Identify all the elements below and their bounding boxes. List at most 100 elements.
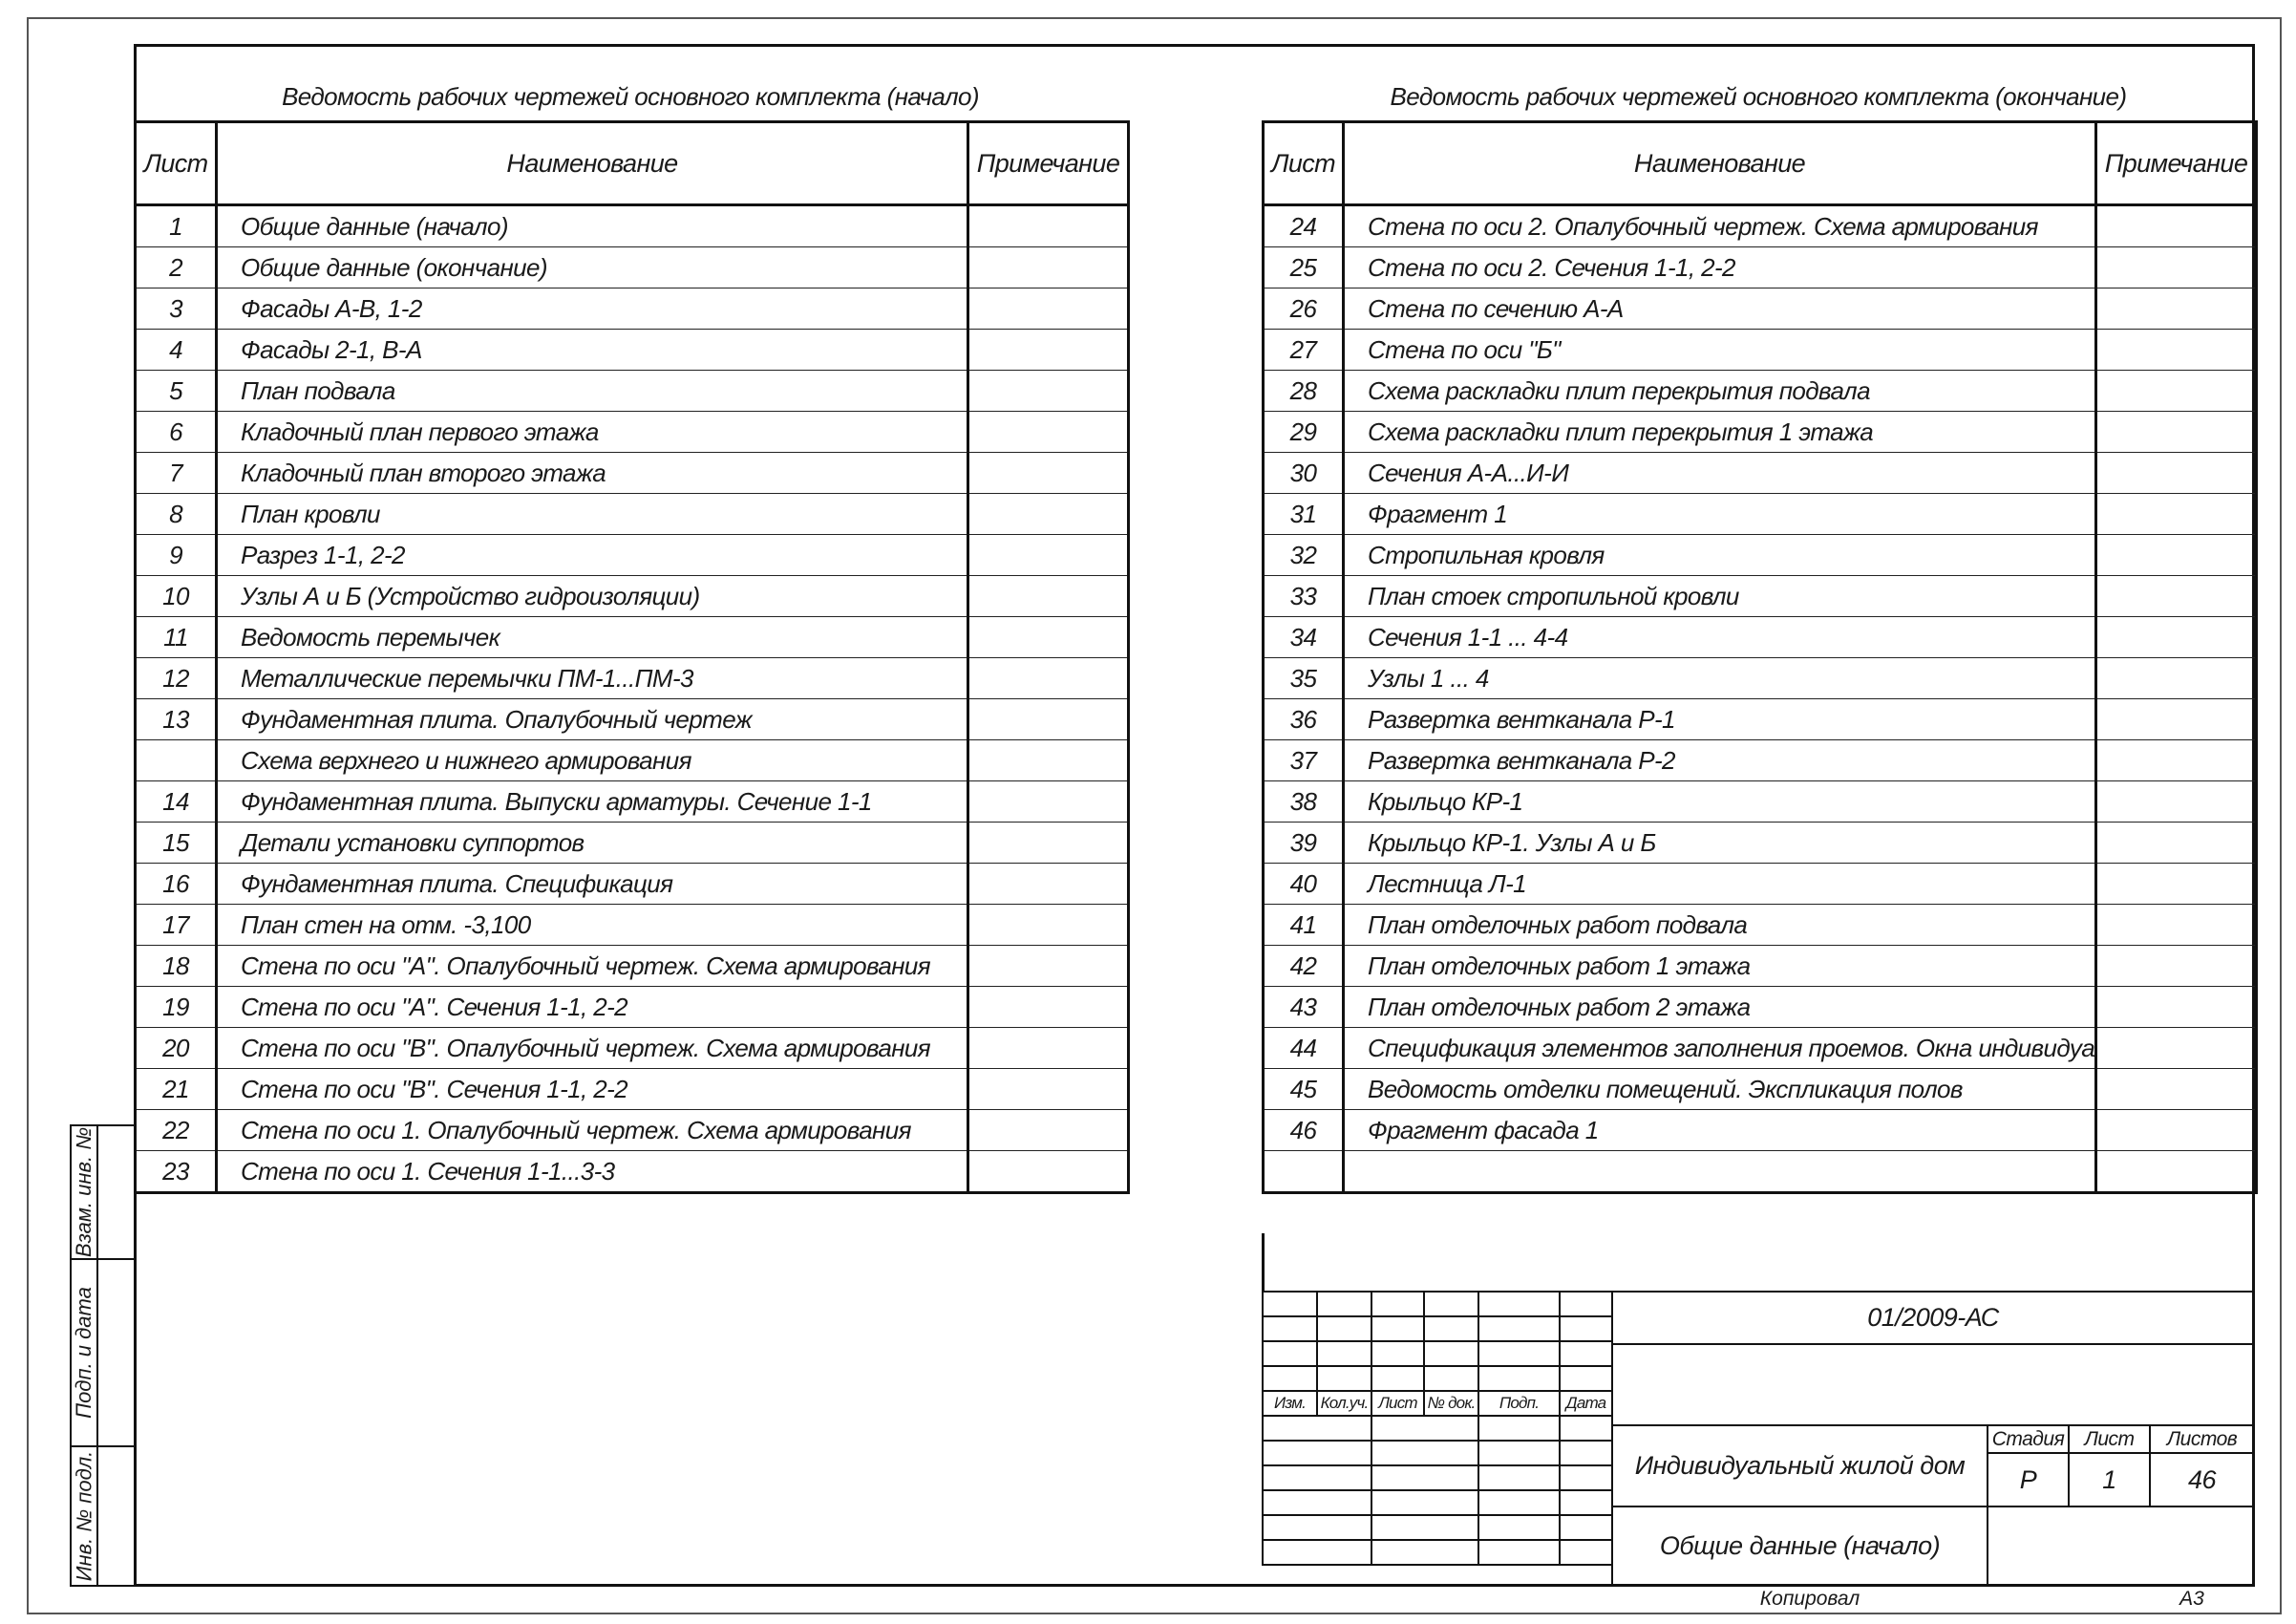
sheet-note (967, 493, 1130, 535)
sheet-number: 45 (1262, 1068, 1345, 1110)
revision-header-row: Изм. Кол.уч. Лист № док. Подп. Дата (1262, 1390, 1613, 1417)
sheet-name: Фундаментная плита. Опалубочный чертеж (216, 698, 968, 740)
right-table-title: Ведомость рабочих чертежей основного ком… (1390, 82, 2128, 111)
sheet-name: Кладочный план первого этажа (216, 411, 968, 453)
sheet-note (2094, 698, 2258, 740)
sheet-name: Стена по оси "А". Сечения 1-1, 2-2 (216, 986, 968, 1028)
table-row: 27 Стена по оси "Б" (1262, 329, 2258, 371)
table-row: 18 Стена по оси "А". Опалубочный чертеж. … (134, 945, 1130, 987)
sheet-note (967, 1068, 1130, 1110)
sheet-name: Кладочный план второго этажа (216, 452, 968, 494)
table-row: 41 План отделочных работ подвала (1262, 904, 2258, 946)
sheet-note (967, 616, 1130, 658)
table-row: 6 Кладочный план первого этажа (134, 411, 1130, 453)
sheet-number: 33 (1262, 575, 1345, 617)
sheet-number: 31 (1262, 493, 1345, 535)
table-row: 5 План подвала (134, 370, 1130, 412)
table-row: 46 Фрагмент фасада 1 (1262, 1109, 2258, 1151)
sheet-name: Стена по сечению А-А (1343, 288, 2096, 330)
empty-field (1611, 1343, 2255, 1426)
sheet-number: 42 (1262, 945, 1345, 987)
sheet-number: 5 (134, 370, 218, 412)
sheet-note (967, 204, 1130, 247)
table-row: 22 Стена по оси 1. Опалубочный чертеж. Сх… (134, 1109, 1130, 1151)
table-row: 23 Стена по оси 1. Сечения 1-1...3-3 (134, 1150, 1130, 1194)
sheet-note (967, 1027, 1130, 1069)
side-stamp-field (96, 1258, 137, 1447)
sheet-number: 38 (1262, 780, 1345, 823)
right-drawings-table: Лист Наименование Примечание 24 Стена по … (1262, 120, 2258, 1194)
table-row: 12 Металлические перемычки ПМ-1...ПМ-3 (134, 657, 1130, 699)
sheet-number: 10 (134, 575, 218, 617)
sheets-value: 46 (2149, 1452, 2255, 1507)
table-row: 17 План стен на отм. -3,100 (134, 904, 1130, 946)
sheet-name: Крыльцо КР-1 (1343, 780, 2096, 823)
sheet-number: 1 (134, 204, 218, 247)
sheet-number: 2 (134, 246, 218, 288)
sheet-note (967, 904, 1130, 946)
stage-value: Р (1987, 1452, 2070, 1507)
table-row: 9 Разрез 1-1, 2-2 (134, 534, 1130, 576)
empty-field (1987, 1506, 2255, 1587)
header-name: Наименование (215, 120, 969, 206)
sheet-name: Фрагмент 1 (1343, 493, 2096, 535)
table-row: 20 Стена по оси "В". Опалубочный чертеж. … (134, 1027, 1130, 1069)
table-row: 19 Стена по оси "А". Сечения 1-1, 2-2 (134, 986, 1130, 1028)
sheet-number: 17 (134, 904, 218, 946)
table-row: 34 Сечения 1-1 ... 4-4 (1262, 616, 2258, 658)
table-row: 30 Сечения А-А...И-И (1262, 452, 2258, 494)
replaced-inventory-label: Взам. инв. № (72, 1126, 96, 1258)
sheet-number: 27 (1262, 329, 1345, 371)
sheet-name: Ведомость перемычек (216, 616, 968, 658)
sheet-note (2094, 1068, 2258, 1110)
sheet-number: 41 (1262, 904, 1345, 946)
sheet-name: Стена по оси 1. Сечения 1-1...3-3 (216, 1150, 968, 1194)
sheet-name: Стена по оси 1. Опалубочный чертеж. Схем… (216, 1109, 968, 1151)
sheet-name: Общие данные (окончание) (216, 246, 968, 288)
sheet-number: 46 (1262, 1109, 1345, 1151)
sheet-outer-border (27, 17, 2282, 1614)
sheet-name: Стена по оси "А". Опалубочный чертеж. Сх… (216, 945, 968, 987)
table-row: 24 Стена по оси 2. Опалубочный чертеж. Сх… (1262, 204, 2258, 247)
sheet-name: План кровли (216, 493, 968, 535)
sheet-name: Спецификация элементов заполнения проемо… (1343, 1027, 2096, 1069)
rev-header-doc: № док. (1423, 1390, 1479, 1417)
project-name: Индивидуальный жилой дом (1611, 1424, 1988, 1507)
table-row: 39 Крыльцо КР-1. Узлы А и Б (1262, 822, 2258, 864)
sheet-number: 8 (134, 493, 218, 535)
sheet-number: 11 (134, 616, 218, 658)
sheet-name: Общие данные (начало) (216, 204, 968, 247)
sheet-number: 25 (1262, 246, 1345, 288)
sheet-name: Стропильная кровля (1343, 534, 2096, 576)
table-row: 13 Фундаментная плита. Опалубочный чертеж (134, 698, 1130, 740)
sheet-name: Схема верхнего и нижнего армирования (216, 739, 968, 781)
sheet-name: Развертка вентканала Р-2 (1343, 739, 2096, 781)
signature-date-label: Подп. и дата (72, 1287, 96, 1419)
table-row: 38 Крыльцо КР-1 (1262, 780, 2258, 823)
sheet-note (967, 246, 1130, 288)
sheet-number: 20 (134, 1027, 218, 1069)
table-row: 31 Фрагмент 1 (1262, 493, 2258, 535)
sheet-note (2094, 904, 2258, 946)
original-inventory-label: Инв. № подл. (72, 1450, 96, 1582)
table-row: 32 Стропильная кровля (1262, 534, 2258, 576)
table-row: 4 Фасады 2-1, В-А (134, 329, 1130, 371)
table-row: 15 Детали установки суппортов (134, 822, 1130, 864)
table-row: 25 Стена по оси 2. Сечения 1-1, 2-2 (1262, 246, 2258, 288)
sheet-note (967, 1109, 1130, 1151)
sheet-name: Фасады 2-1, В-А (216, 329, 968, 371)
sheet-name: План стен на отм. -3,100 (216, 904, 968, 946)
sheet-note (2094, 780, 2258, 823)
sheet-number: 3 (134, 288, 218, 330)
sheet-name: Узлы А и Б (Устройство гидроизоляции) (216, 575, 968, 617)
sheet-number: 29 (1262, 411, 1345, 453)
table-row: 37 Развертка вентканала Р-2 (1262, 739, 2258, 781)
sheet-note (967, 822, 1130, 864)
sheet-name: Фрагмент фасада 1 (1343, 1109, 2096, 1151)
table-row: 21 Стена по оси "В". Сечения 1-1, 2-2 (134, 1068, 1130, 1110)
table-row: 10 Узлы А и Б (Устройство гидроизоляции) (134, 575, 1130, 617)
left-drawings-table: Лист Наименование Примечание 1 Общие данн… (134, 120, 1130, 1194)
sheet-note (2094, 657, 2258, 699)
side-stamp-label: Инв. № подл. (70, 1445, 98, 1587)
sheet-name: Сечения 1-1 ... 4-4 (1343, 616, 2096, 658)
